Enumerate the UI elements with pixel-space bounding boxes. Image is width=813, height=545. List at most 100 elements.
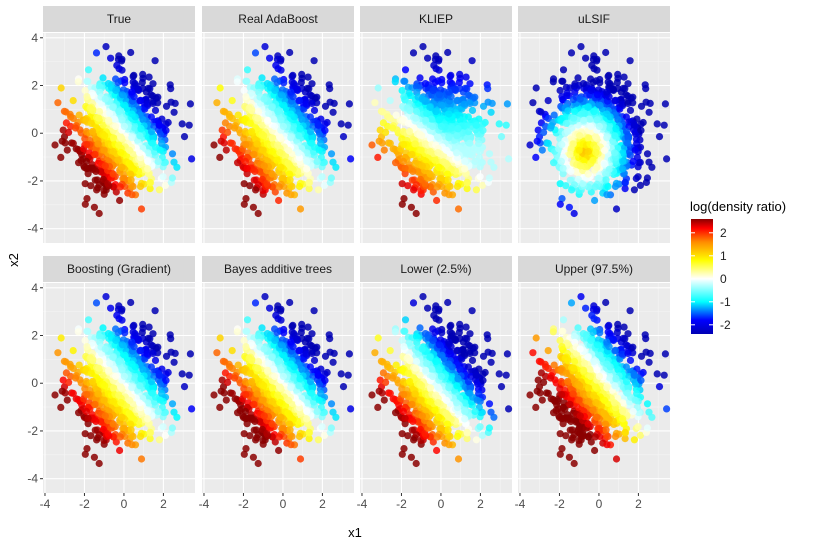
data-point (631, 146, 639, 154)
data-point (445, 88, 453, 96)
data-point (188, 405, 196, 413)
data-point (135, 399, 144, 407)
data-point (389, 124, 397, 132)
data-point (62, 358, 70, 366)
data-point (136, 382, 144, 390)
data-point (466, 99, 474, 107)
data-point (81, 86, 89, 95)
data-point (412, 107, 421, 116)
data-point (167, 335, 175, 343)
data-point (109, 420, 117, 428)
data-point (426, 147, 434, 156)
data-point (144, 165, 152, 173)
data-point (69, 139, 77, 147)
data-point (268, 170, 276, 178)
data-point (347, 155, 355, 163)
data-point (145, 73, 153, 81)
data-point (593, 163, 601, 171)
data-point (592, 149, 600, 157)
data-point (471, 157, 479, 165)
data-point (156, 396, 164, 404)
data-point (287, 110, 295, 118)
data-point (596, 79, 604, 87)
data-point (173, 163, 181, 171)
data-point (487, 108, 495, 116)
data-point (217, 387, 225, 395)
data-point (653, 120, 661, 128)
data-point (424, 54, 432, 62)
data-point (149, 139, 157, 147)
data-point (233, 78, 241, 86)
data-point (532, 153, 540, 161)
data-point (344, 121, 352, 129)
data-point (240, 86, 248, 95)
data-point (288, 182, 296, 190)
data-point (265, 109, 273, 117)
data-point (453, 182, 462, 191)
data-point (118, 341, 126, 349)
data-point (269, 134, 277, 142)
data-point (149, 99, 157, 107)
data-point (409, 49, 418, 57)
data-point (74, 78, 82, 86)
data-point (475, 140, 483, 148)
data-point (437, 174, 445, 182)
data-point (619, 84, 627, 92)
data-point (246, 182, 254, 190)
data-point (254, 209, 262, 218)
data-point (624, 99, 632, 107)
data-point (254, 107, 263, 116)
data-point (92, 49, 101, 57)
data-point (149, 389, 157, 397)
data-point (455, 78, 463, 86)
data-point (445, 191, 453, 199)
data-point (602, 48, 610, 57)
data-point (167, 85, 175, 93)
data-point (452, 149, 461, 157)
data-point (51, 141, 59, 149)
data-point (280, 79, 288, 87)
data-point (249, 203, 257, 211)
data-point (173, 413, 181, 421)
data-point (315, 121, 323, 129)
data-point (584, 147, 593, 156)
data-point (120, 372, 128, 380)
data-point (629, 93, 637, 101)
data-point (622, 128, 631, 136)
data-point (95, 357, 104, 366)
data-point (277, 163, 285, 171)
data-point (264, 116, 272, 124)
data-point (57, 84, 65, 92)
data-point (135, 149, 144, 157)
data-point (624, 139, 632, 147)
data-point (156, 146, 164, 154)
data-point (121, 351, 129, 359)
data-point (58, 387, 66, 395)
data-point (404, 182, 412, 190)
data-point (180, 383, 189, 391)
data-point (566, 150, 574, 158)
data-point (411, 140, 419, 148)
data-point (130, 321, 138, 329)
data-point (114, 55, 122, 64)
data-point (422, 116, 430, 124)
data-point (241, 157, 249, 165)
data-point (643, 150, 652, 158)
data-point (287, 88, 295, 96)
data-point (612, 205, 621, 213)
data-point (228, 97, 236, 105)
data-point (408, 150, 416, 158)
data-point (144, 157, 152, 165)
data-point (168, 400, 177, 408)
data-point (576, 162, 584, 170)
facet-panel: Bayes additive trees (202, 256, 355, 493)
data-point (443, 146, 451, 154)
data-point (89, 377, 97, 385)
data-point (216, 153, 224, 161)
data-point (444, 176, 452, 184)
data-point (129, 182, 137, 190)
data-point (418, 95, 426, 103)
data-point (550, 111, 558, 119)
data-point (243, 66, 252, 74)
data-point (438, 79, 446, 87)
